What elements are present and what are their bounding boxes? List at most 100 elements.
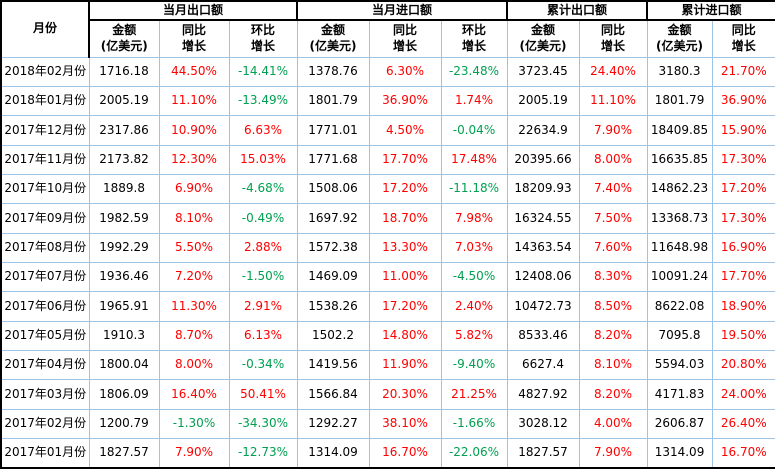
value-cell: -12.73% bbox=[228, 437, 298, 469]
value-cell: 10472.73 bbox=[506, 291, 580, 322]
value-cell: 36.90% bbox=[711, 85, 775, 117]
value-cell: 20.80% bbox=[711, 349, 775, 381]
value-cell: 6.63% bbox=[228, 115, 298, 146]
table-row: 2017年10月份 1889.8 6.90% -4.68% 1508.06 17.20% -… bbox=[0, 173, 775, 205]
value-cell: 7.60% bbox=[578, 232, 648, 263]
value-cell: 2.88% bbox=[228, 232, 298, 263]
table-row: 2017年09月份 1982.59 8.10% -0.49% 1697.92 18.70%… bbox=[0, 203, 775, 234]
value-cell: 2005.19 bbox=[88, 85, 160, 117]
table-row: 2017年04月份 1800.04 8.00% -0.34% 1419.56 11.90%… bbox=[0, 349, 775, 381]
value-cell: 8.20% bbox=[578, 320, 648, 351]
table-row: 2017年12月份 2317.86 10.90% 6.63% 1771.01 4.50% -… bbox=[0, 115, 775, 146]
month-cell: 2017年11月份 bbox=[0, 144, 90, 175]
value-cell: 7.98% bbox=[440, 203, 508, 234]
value-cell: 16635.85 bbox=[646, 144, 713, 175]
sub-header: 金额 (亿美元) bbox=[506, 19, 580, 58]
value-cell: 16.70% bbox=[711, 437, 775, 469]
month-cell: 2017年05月份 bbox=[0, 320, 90, 351]
month-cell: 2017年09月份 bbox=[0, 203, 90, 234]
value-cell: -22.06% bbox=[440, 437, 508, 469]
value-cell: 12408.06 bbox=[506, 261, 580, 293]
value-cell: 1378.76 bbox=[296, 56, 370, 87]
table-row: 2017年06月份 1965.91 11.30% 2.91% 1538.26 17.20%… bbox=[0, 291, 775, 322]
value-cell: 2.91% bbox=[228, 291, 298, 322]
value-cell: 19.50% bbox=[711, 320, 775, 351]
value-cell: 8.50% bbox=[578, 291, 648, 322]
value-cell: 1538.26 bbox=[296, 291, 370, 322]
value-cell: 8533.46 bbox=[506, 320, 580, 351]
sub-header: 同比 增长 bbox=[368, 19, 442, 58]
month-cell: 2017年01月份 bbox=[0, 437, 90, 469]
value-cell: 1697.92 bbox=[296, 203, 370, 234]
value-cell: 22634.9 bbox=[506, 115, 580, 146]
group-header: 当月出口额 bbox=[88, 0, 298, 21]
value-cell: 16.90% bbox=[711, 232, 775, 263]
value-cell: 24.40% bbox=[578, 56, 648, 87]
value-cell: 15.90% bbox=[711, 115, 775, 146]
value-cell: 24.00% bbox=[711, 379, 775, 410]
group-header: 累计出口额 bbox=[505, 0, 649, 21]
value-cell: 10091.24 bbox=[646, 261, 713, 293]
value-cell: 1771.01 bbox=[296, 115, 370, 146]
month-cell: 2017年12月份 bbox=[0, 115, 90, 146]
table-body: 2018年02月份 1716.18 44.50% -14.41% 1378.76 6.30… bbox=[0, 56, 775, 469]
value-cell: 20.30% bbox=[368, 379, 442, 410]
value-cell: 3028.12 bbox=[506, 408, 580, 439]
table-row: 2017年07月份 1936.46 7.20% -1.50% 1469.09 11.00%… bbox=[0, 261, 775, 293]
value-cell: 16.70% bbox=[368, 437, 442, 469]
value-cell: 1771.68 bbox=[296, 144, 370, 175]
value-cell: 11.90% bbox=[368, 349, 442, 381]
value-cell: -1.30% bbox=[158, 408, 230, 439]
value-cell: -13.49% bbox=[228, 85, 298, 117]
value-cell: 5.82% bbox=[440, 320, 508, 351]
sub-header: 金额 (亿美元) bbox=[88, 19, 160, 58]
value-cell: 1982.59 bbox=[88, 203, 160, 234]
value-cell: 11.10% bbox=[578, 85, 648, 117]
value-cell: 18.70% bbox=[368, 203, 442, 234]
month-cell: 2017年04月份 bbox=[0, 349, 90, 381]
value-cell: -4.50% bbox=[440, 261, 508, 293]
value-cell: 26.40% bbox=[711, 408, 775, 439]
value-cell: 7.20% bbox=[158, 261, 230, 293]
value-cell: 7.40% bbox=[578, 173, 648, 205]
value-cell: 12.30% bbox=[158, 144, 230, 175]
value-cell: 1502.2 bbox=[296, 320, 370, 351]
value-cell: -23.48% bbox=[440, 56, 508, 87]
value-cell: 1910.3 bbox=[88, 320, 160, 351]
group-header: 累计进口额 bbox=[646, 0, 775, 21]
value-cell: 5.50% bbox=[158, 232, 230, 263]
value-cell: 5594.03 bbox=[646, 349, 713, 381]
value-cell: -0.34% bbox=[228, 349, 298, 381]
value-cell: 1801.79 bbox=[296, 85, 370, 117]
value-cell: -0.04% bbox=[440, 115, 508, 146]
value-cell: 21.25% bbox=[440, 379, 508, 410]
value-cell: 8.10% bbox=[578, 349, 648, 381]
value-cell: 18409.85 bbox=[646, 115, 713, 146]
value-cell: 11648.98 bbox=[646, 232, 713, 263]
value-cell: -1.50% bbox=[228, 261, 298, 293]
value-cell: 3180.3 bbox=[646, 56, 713, 87]
month-cell: 2017年10月份 bbox=[0, 173, 90, 205]
value-cell: 1806.09 bbox=[88, 379, 160, 410]
value-cell: 14862.23 bbox=[646, 173, 713, 205]
value-cell: 17.48% bbox=[440, 144, 508, 175]
value-cell: 7.90% bbox=[158, 437, 230, 469]
value-cell: 7095.8 bbox=[646, 320, 713, 351]
value-cell: 1292.27 bbox=[296, 408, 370, 439]
value-cell: 6.13% bbox=[228, 320, 298, 351]
value-cell: 7.03% bbox=[440, 232, 508, 263]
sub-header: 环比 增长 bbox=[228, 19, 298, 58]
value-cell: 13.30% bbox=[368, 232, 442, 263]
value-cell: 11.10% bbox=[158, 85, 230, 117]
group-header: 当月进口额 bbox=[296, 0, 508, 21]
value-cell: -11.18% bbox=[440, 173, 508, 205]
value-cell: 1314.09 bbox=[296, 437, 370, 469]
value-cell: 1314.09 bbox=[646, 437, 713, 469]
value-cell: -4.68% bbox=[228, 173, 298, 205]
value-cell: 11.00% bbox=[368, 261, 442, 293]
value-cell: 6627.4 bbox=[506, 349, 580, 381]
sub-header: 金额 (亿美元) bbox=[646, 19, 713, 58]
value-cell: 18209.93 bbox=[506, 173, 580, 205]
value-cell: 1801.79 bbox=[646, 85, 713, 117]
